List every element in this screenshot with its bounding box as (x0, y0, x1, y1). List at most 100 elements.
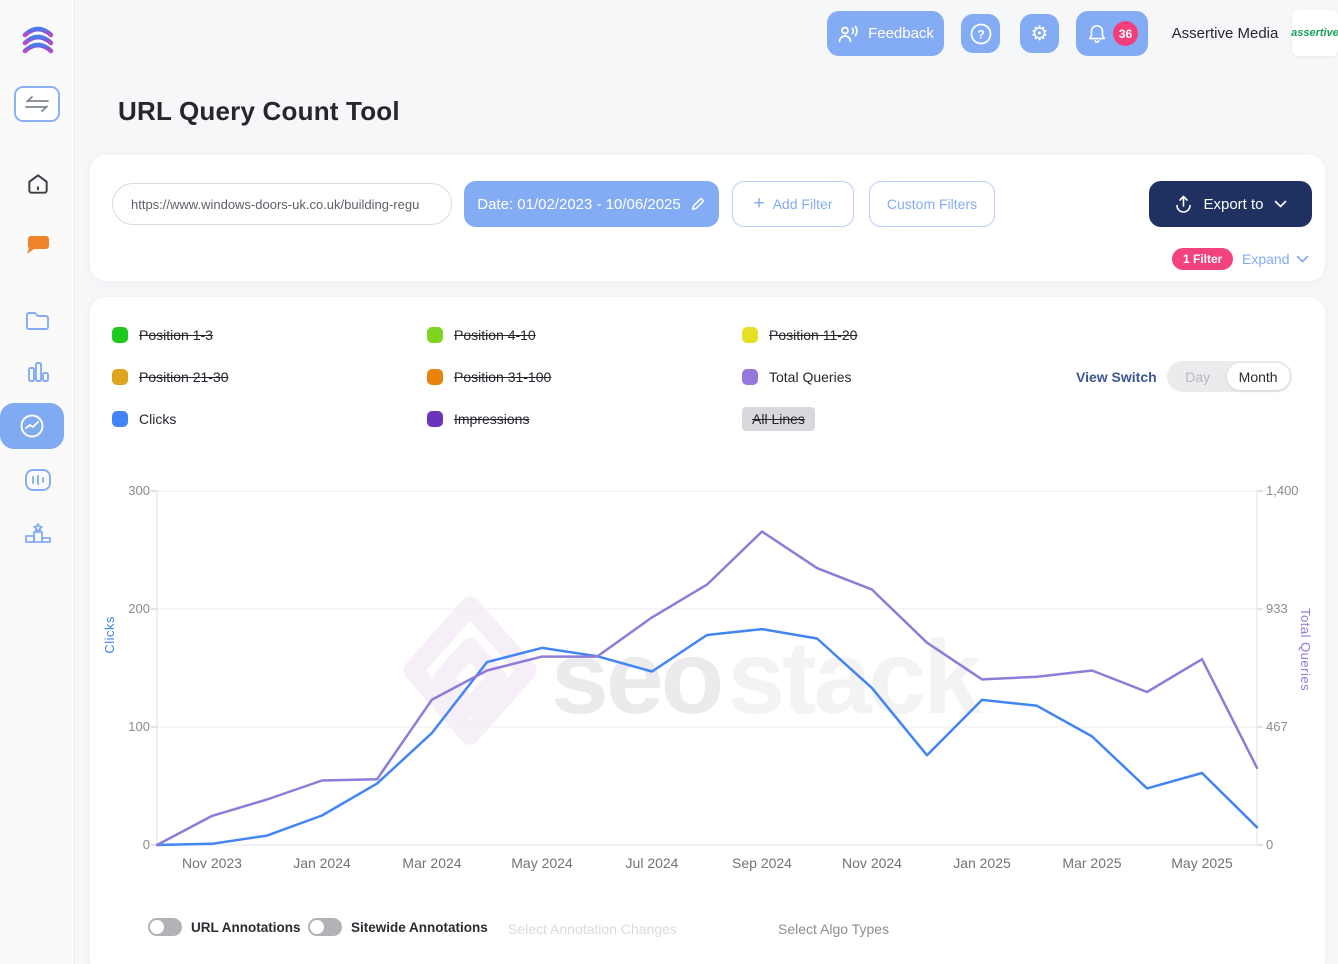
chevron-down-icon (1274, 200, 1286, 208)
feedback-button[interactable]: Feedback (827, 11, 944, 56)
url-annotations-control: URL Annotations (148, 918, 301, 936)
x-axis-tick: Nov 2023 (182, 855, 242, 871)
sidebar-item-folder[interactable] (0, 306, 75, 336)
sitewide-annotations-control: Sitewide Annotations (308, 918, 488, 936)
date-range-button[interactable]: Date: 01/02/2023 - 10/06/2025 (464, 181, 719, 227)
view-switch-month[interactable]: Month (1226, 363, 1290, 390)
app-logo (0, 18, 75, 64)
help-button[interactable]: ? (961, 14, 1000, 53)
sidebar-item-chat[interactable] (0, 229, 75, 261)
legend-swatch (427, 369, 443, 385)
date-range-label: Date: 01/02/2023 - 10/06/2025 (477, 195, 681, 213)
left-axis-tick: 0 (142, 837, 150, 852)
gear-icon: ⚙ (1030, 23, 1049, 45)
legend-label: Total Queries (769, 369, 852, 385)
line-chart-icon (20, 414, 44, 438)
seostack-logo-icon (22, 26, 53, 54)
legend-item-all-lines[interactable]: All Lines (742, 407, 1057, 431)
chart-legend: Position 1-3 Position 4-10 Position 11-20 P… (112, 323, 1057, 431)
legend-swatch (112, 369, 128, 385)
export-button[interactable]: Export to (1149, 181, 1312, 227)
settings-button[interactable]: ⚙ (1020, 14, 1059, 53)
legend-label: Position 21-30 (139, 369, 229, 385)
chart-card: Position 1-3 Position 4-10 Position 11-20 P… (90, 297, 1325, 964)
right-axis-title: Total Queries (1298, 608, 1313, 692)
feedback-label: Feedback (868, 25, 934, 42)
legend-swatch (427, 327, 443, 343)
legend-item-position-4-10[interactable]: Position 4-10 (427, 323, 742, 347)
legend-label: Position 1-3 (139, 327, 213, 343)
podium-icon (24, 523, 51, 543)
legend-item-position-1-3[interactable]: Position 1-3 (112, 323, 427, 347)
select-algo-types[interactable]: Select Algo Types (778, 921, 890, 937)
collapse-sidebar-button[interactable] (14, 86, 60, 122)
legend-item-clicks[interactable]: Clicks (112, 407, 427, 431)
export-up-icon (1176, 195, 1192, 213)
chevron-down-icon (1297, 255, 1309, 263)
x-axis-tick: Mar 2024 (402, 855, 462, 871)
page-title: URL Query Count Tool (118, 96, 400, 126)
series-line-clicks (155, 627, 1259, 847)
legend-item-position-31-100[interactable]: Position 31-100 (427, 365, 742, 389)
expand-filters-link[interactable]: Expand (1242, 251, 1309, 267)
line-chart: seo stack Clicks Total Queries 0 100 200 300… (90, 470, 1325, 900)
legend-label: Impressions (454, 411, 530, 427)
swap-arrows-icon (25, 96, 49, 112)
x-axis-tick: Jan 2024 (293, 855, 351, 871)
x-axis-tick: Jan 2025 (953, 855, 1011, 871)
expand-label: Expand (1242, 251, 1290, 267)
notification-count-badge: 36 (1113, 21, 1138, 46)
sidebar-item-url-query-tool-active[interactable] (0, 403, 64, 449)
x-axis-tick: May 2024 (511, 855, 573, 871)
sidebar-item-equalizer[interactable] (0, 464, 75, 496)
legend-swatch (112, 411, 128, 427)
custom-filters-label: Custom Filters (886, 196, 978, 212)
left-axis-tick: 100 (128, 719, 150, 734)
x-axis-tick: Jul 2024 (625, 855, 679, 871)
legend-swatch (742, 369, 758, 385)
legend-item-position-21-30[interactable]: Position 21-30 (112, 365, 427, 389)
legend-label: Position 31-100 (454, 369, 552, 385)
view-switch-day[interactable]: Day (1185, 368, 1211, 385)
feedback-voice-icon (838, 25, 858, 42)
view-switch-label: View Switch (1076, 368, 1157, 385)
legend-label: Position 4-10 (454, 327, 536, 343)
sidebar-item-bar-chart[interactable] (0, 356, 75, 388)
legend-label: Clicks (139, 411, 177, 427)
home-icon (27, 174, 48, 194)
sitewide-annotations-label: Sitewide Annotations (351, 919, 488, 935)
day-month-toggle: Day Month (1166, 361, 1292, 392)
toggle-knob (310, 920, 324, 934)
pencil-icon (691, 197, 704, 211)
help-icon: ? (970, 23, 991, 44)
url-input[interactable] (112, 183, 452, 225)
legend-badge-label: All Lines (742, 407, 815, 431)
legend-item-impressions[interactable]: Impressions (427, 407, 742, 431)
sitewide-annotations-toggle[interactable] (308, 918, 342, 936)
add-filter-button[interactable]: + Add Filter (732, 181, 854, 227)
custom-filters-button[interactable]: Custom Filters (869, 181, 995, 227)
folder-icon (26, 312, 49, 330)
sidebar-item-ranking[interactable] (0, 516, 75, 550)
legend-item-total-queries[interactable]: Total Queries (742, 365, 1057, 389)
left-axis-tick: 300 (128, 483, 150, 498)
sidebar (0, 0, 75, 964)
chat-icon (26, 236, 49, 254)
account-logo-text: assertive (1291, 27, 1338, 39)
plot-area[interactable] (151, 490, 1263, 847)
url-annotations-toggle[interactable] (148, 918, 182, 936)
legend-item-position-11-20[interactable]: Position 11-20 (742, 323, 1057, 347)
export-label: Export to (1203, 195, 1264, 213)
left-axis-tick: 200 (128, 601, 150, 616)
x-axis-tick: May 2025 (1171, 855, 1233, 871)
annotations-bar: URL Annotations Sitewide Annotations Sel… (90, 915, 1325, 945)
legend-label: Position 11-20 (769, 327, 858, 343)
account-logo[interactable]: assertive (1291, 10, 1338, 56)
select-annotation-changes[interactable]: Select Annotation Changes (508, 921, 677, 937)
bar-chart-icon (27, 362, 49, 382)
toggle-knob (150, 920, 164, 934)
right-axis-tick: 0 (1266, 837, 1274, 852)
sidebar-item-home[interactable] (0, 168, 75, 200)
notifications-button[interactable]: 36 (1076, 11, 1148, 56)
